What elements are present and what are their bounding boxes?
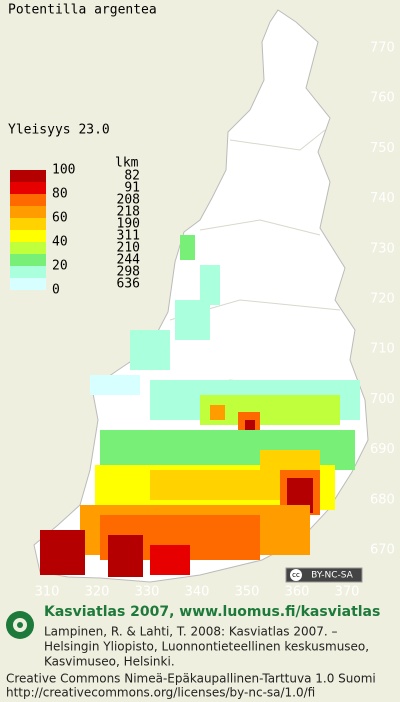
legend-swatch [10,170,46,182]
legend-count: 91 [124,181,140,196]
x-tick-label: 310 [35,585,60,600]
legend-swatch [10,230,46,242]
footer-heading: Kasviatlas 2007, www.luomus.fi/kasviatla… [44,604,380,620]
footer: Lampinen, R. & Lahti, T. 2008: Kasviatla… [6,625,376,700]
y-tick-label: 740 [370,191,395,206]
citation-line: Lampinen, R. & Lahti, T. 2008: Kasviatla… [44,625,338,639]
license-line: http://creativecommons.org/licenses/by-n… [6,686,315,700]
legend-count: 210 [117,241,140,256]
y-tick-label: 670 [370,543,395,558]
y-tick-label: 700 [370,392,395,407]
x-tick-label: 360 [285,585,310,600]
legend-count: 636 [117,277,140,292]
legend-count: 190 [117,217,140,232]
y-tick-label: 720 [370,292,395,307]
legend-count: 208 [117,193,140,208]
legend-count: 244 [117,253,141,268]
legend-label: 20 [52,259,68,274]
y-tick-label: 710 [370,342,395,357]
svg-text:cc: cc [292,571,300,579]
legend-count: 311 [117,229,140,244]
y-tick-label: 730 [370,241,395,256]
legend-swatch [10,206,46,218]
legend-count: 218 [117,205,140,220]
y-tick-label: 750 [370,141,395,156]
y-tick-label: 760 [370,91,395,106]
frequency: Yleisyys 23.0 [8,123,110,138]
citation-line: Helsingin Yliopisto, Luonnontieteellinen… [44,640,369,654]
legend-label: 60 [52,211,68,226]
map-axes: 770 760 750 740 730 720 710 700 690 680 670 310 320 3… [35,41,395,600]
legend-count: 298 [117,265,140,280]
legend-label: 0 [52,283,60,298]
citation-line: Kasvimuseo, Helsinki. [44,655,175,669]
legend-label: 40 [52,235,68,250]
x-tick-label: 350 [235,585,260,600]
badge-text: BY-NC-SA [311,571,354,581]
occurrence-cells [40,235,360,577]
legend-swatch [10,182,46,194]
count-heading: lkm [115,156,139,171]
legend-swatch [10,278,46,290]
legend-swatch [10,266,46,278]
x-tick-label: 340 [185,585,210,600]
x-tick-label: 330 [135,585,160,600]
x-tick-label: 320 [85,585,110,600]
y-tick-label: 680 [370,492,395,507]
legend-swatch [10,254,46,266]
license-line: Creative Commons Nimeä-Epäkaupallinen-Ta… [6,672,376,686]
logo [6,611,34,639]
y-tick-label: 770 [370,41,395,56]
map [33,9,369,583]
y-tick-label: 690 [370,442,395,457]
legend-count: 82 [124,169,140,184]
legend-swatch [10,242,46,254]
title: Potentilla argentea [8,3,157,18]
legend-label: 100 [52,163,75,178]
legend-swatch [10,218,46,230]
legend-label: 80 [52,187,68,202]
x-tick-label: 370 [335,585,360,600]
license-badge: cc BY-NC-SA [285,567,363,583]
legend-swatch [10,194,46,206]
